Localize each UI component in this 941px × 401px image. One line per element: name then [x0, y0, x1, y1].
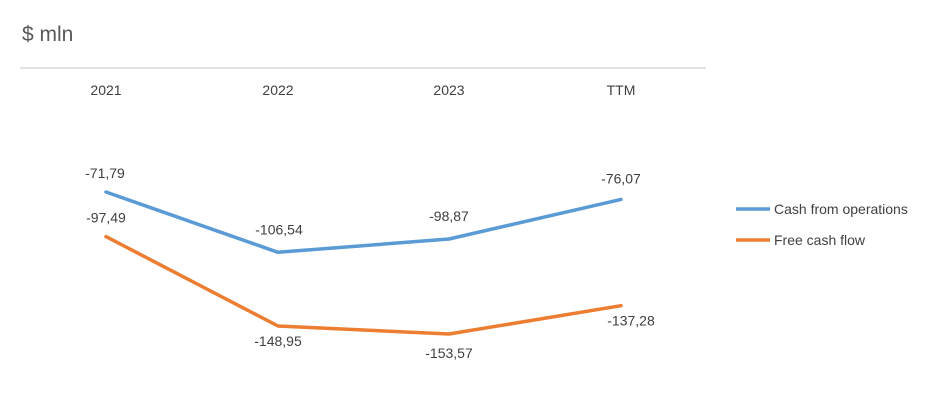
- data-label-0-1: -106,54: [255, 221, 303, 237]
- tick-label-2021: 2021: [90, 82, 121, 98]
- data-label-0-3: -76,07: [601, 170, 641, 186]
- series-group: [104, 190, 623, 336]
- data-label-1-1: -148,95: [254, 333, 302, 349]
- data-label-1-3: -137,28: [607, 313, 655, 329]
- data-label-0-2: -98,87: [429, 208, 469, 224]
- tick-label-2022: 2022: [262, 82, 293, 98]
- tick-label-2023: 2023: [433, 82, 464, 98]
- data-label-1-2: -153,57: [425, 345, 473, 361]
- legend: Cash from operations Free cash flow: [736, 201, 908, 248]
- legend-label-0: Cash from operations: [774, 201, 908, 217]
- series-line-1: [104, 234, 623, 336]
- category-ticks: 2021 2022 2023 TTM: [90, 82, 635, 98]
- tick-label-ttm: TTM: [607, 82, 636, 98]
- legend-label-1: Free cash flow: [774, 232, 866, 248]
- data-label-0-0: -71,79: [85, 165, 125, 181]
- chart-title: $ mln: [22, 23, 73, 46]
- series-line-0: [104, 190, 623, 255]
- data-label-1-0: -97,49: [86, 210, 126, 226]
- data-labels: -71,79 -106,54 -98,87 -76,07 -97,49 -148,95 -1…: [85, 165, 655, 361]
